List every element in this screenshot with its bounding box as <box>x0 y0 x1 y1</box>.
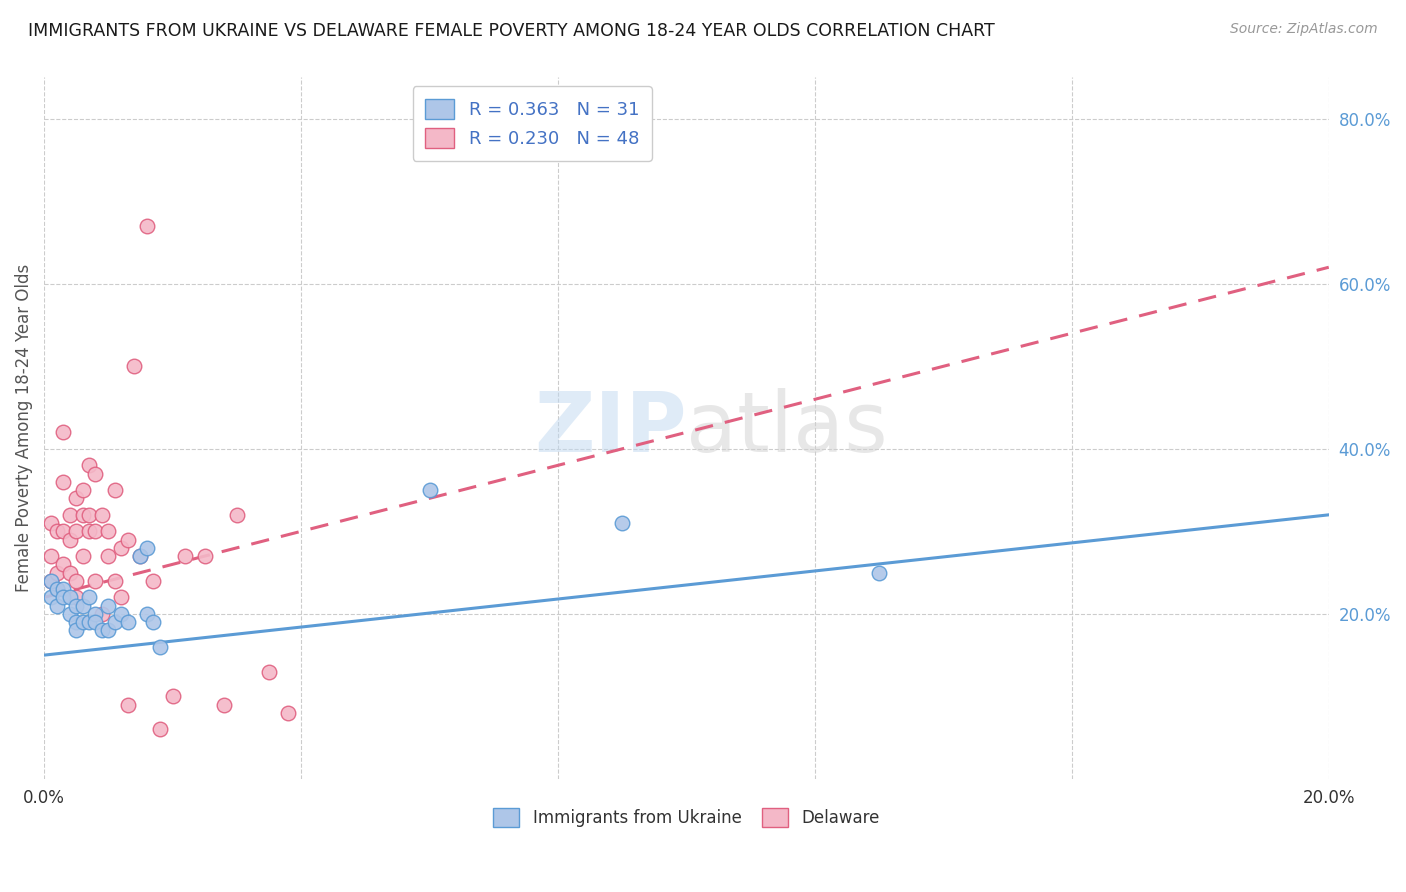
Point <box>39 549 62 563</box>
Text: ZIP: ZIP <box>534 388 686 468</box>
Point <box>90 607 112 621</box>
Point <box>52 425 75 440</box>
Point <box>612 516 634 530</box>
Point <box>52 591 75 605</box>
Point <box>212 698 235 712</box>
Point <box>110 591 132 605</box>
Point <box>39 591 62 605</box>
Point <box>225 508 247 522</box>
Point <box>149 723 172 737</box>
Point <box>65 624 87 638</box>
Point <box>142 615 165 629</box>
Point <box>72 508 94 522</box>
Text: atlas: atlas <box>686 388 889 468</box>
Point <box>277 706 299 720</box>
Point <box>65 574 87 588</box>
Point <box>72 549 94 563</box>
Point <box>418 483 440 497</box>
Point <box>46 582 69 596</box>
Point <box>122 359 145 374</box>
Point <box>46 599 69 613</box>
Point <box>135 607 157 621</box>
Point <box>59 508 82 522</box>
Point <box>135 219 157 233</box>
Point <box>39 574 62 588</box>
Point <box>52 558 75 572</box>
Point <box>135 541 157 555</box>
Point <box>65 599 87 613</box>
Point <box>65 524 87 539</box>
Point <box>104 615 127 629</box>
Point <box>59 591 82 605</box>
Point <box>110 607 132 621</box>
Point <box>868 566 890 580</box>
Point <box>97 624 120 638</box>
Point <box>84 615 107 629</box>
Point <box>65 591 87 605</box>
Point <box>84 607 107 621</box>
Point <box>104 483 127 497</box>
Point <box>72 599 94 613</box>
Point <box>46 524 69 539</box>
Point <box>65 491 87 506</box>
Point <box>52 475 75 489</box>
Point <box>97 524 120 539</box>
Text: Source: ZipAtlas.com: Source: ZipAtlas.com <box>1230 22 1378 37</box>
Point <box>129 549 152 563</box>
Point <box>65 615 87 629</box>
Y-axis label: Female Poverty Among 18-24 Year Olds: Female Poverty Among 18-24 Year Olds <box>15 264 32 592</box>
Point <box>257 665 280 679</box>
Point <box>117 698 139 712</box>
Point <box>194 549 217 563</box>
Point <box>77 458 100 473</box>
Point <box>72 483 94 497</box>
Point <box>162 690 184 704</box>
Point <box>117 533 139 547</box>
Point <box>59 566 82 580</box>
Point <box>77 615 100 629</box>
Point <box>174 549 197 563</box>
Point <box>117 615 139 629</box>
Point <box>129 549 152 563</box>
Point <box>46 582 69 596</box>
Point <box>90 624 112 638</box>
Point <box>39 516 62 530</box>
Point <box>52 524 75 539</box>
Point <box>84 574 107 588</box>
Point <box>97 549 120 563</box>
Point <box>39 574 62 588</box>
Point <box>149 640 172 654</box>
Point <box>84 467 107 481</box>
Point <box>59 533 82 547</box>
Point <box>84 524 107 539</box>
Point <box>142 574 165 588</box>
Point <box>46 566 69 580</box>
Point <box>97 599 120 613</box>
Text: IMMIGRANTS FROM UKRAINE VS DELAWARE FEMALE POVERTY AMONG 18-24 YEAR OLDS CORRELA: IMMIGRANTS FROM UKRAINE VS DELAWARE FEMA… <box>28 22 995 40</box>
Point <box>77 524 100 539</box>
Point <box>104 574 127 588</box>
Point <box>110 541 132 555</box>
Point <box>77 591 100 605</box>
Point <box>77 508 100 522</box>
Point <box>52 582 75 596</box>
Point <box>72 615 94 629</box>
Point <box>90 508 112 522</box>
Point <box>59 607 82 621</box>
Legend: Immigrants from Ukraine, Delaware: Immigrants from Ukraine, Delaware <box>486 802 887 834</box>
